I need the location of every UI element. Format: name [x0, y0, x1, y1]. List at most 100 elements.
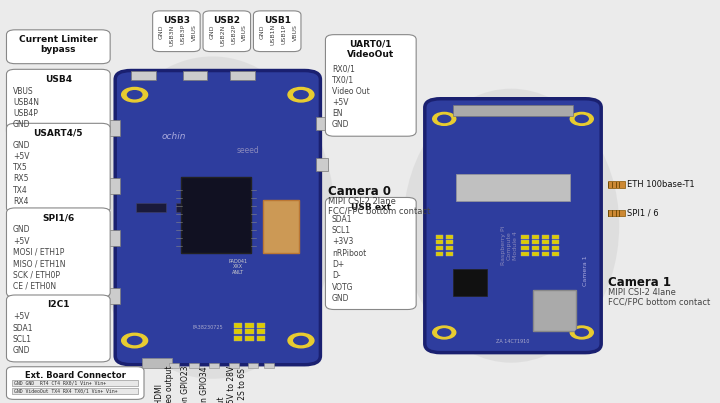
- FancyBboxPatch shape: [521, 240, 528, 244]
- FancyBboxPatch shape: [533, 290, 576, 331]
- Text: MOSI / ETH1P: MOSI / ETH1P: [13, 248, 64, 257]
- Text: PAD041
XXX
ANLT: PAD041 XXX ANLT: [228, 259, 247, 275]
- Text: +5V: +5V: [13, 237, 30, 245]
- FancyBboxPatch shape: [189, 363, 199, 368]
- Circle shape: [288, 87, 314, 102]
- Text: USB4: USB4: [45, 75, 72, 83]
- Text: FCC/FPC bottom contact: FCC/FPC bottom contact: [328, 206, 430, 215]
- Text: TX5: TX5: [13, 163, 27, 172]
- FancyBboxPatch shape: [176, 203, 206, 212]
- Circle shape: [438, 115, 451, 123]
- Circle shape: [294, 91, 308, 99]
- FancyBboxPatch shape: [446, 251, 453, 256]
- Text: Power Input
DC supply from 7.5V to 28V
LIPO battery from 2S to 6S: Power Input DC supply from 7.5V to 28V L…: [217, 366, 247, 403]
- Text: USB1N: USB1N: [271, 24, 276, 46]
- FancyBboxPatch shape: [6, 208, 110, 297]
- FancyBboxPatch shape: [107, 120, 120, 136]
- Text: D-: D-: [332, 271, 341, 280]
- Text: I2C1: I2C1: [47, 300, 70, 309]
- Text: Camera 1: Camera 1: [608, 276, 671, 289]
- Text: VBUS: VBUS: [293, 24, 297, 41]
- Text: Raspberry Pi
Compute
Module 4: Raspberry Pi Compute Module 4: [501, 226, 518, 265]
- FancyBboxPatch shape: [169, 363, 179, 368]
- FancyBboxPatch shape: [6, 69, 110, 136]
- FancyBboxPatch shape: [521, 235, 528, 239]
- FancyBboxPatch shape: [6, 295, 110, 362]
- FancyBboxPatch shape: [552, 246, 559, 250]
- FancyBboxPatch shape: [257, 336, 266, 341]
- Text: UART0/1
VideoOut: UART0/1 VideoOut: [347, 40, 395, 59]
- FancyBboxPatch shape: [425, 99, 601, 353]
- Text: VOTG: VOTG: [332, 283, 354, 291]
- FancyBboxPatch shape: [248, 363, 258, 368]
- FancyBboxPatch shape: [552, 240, 559, 244]
- Circle shape: [288, 333, 314, 348]
- Text: ochin: ochin: [162, 132, 186, 141]
- Text: microHDMI
digital video output: microHDMI digital video output: [155, 366, 174, 403]
- Text: RX5: RX5: [13, 174, 29, 183]
- Text: GND: GND: [260, 24, 264, 39]
- Text: nRPiboot: nRPiboot: [332, 249, 366, 258]
- FancyBboxPatch shape: [153, 11, 200, 52]
- FancyBboxPatch shape: [12, 388, 138, 394]
- Text: SCL1: SCL1: [332, 226, 351, 235]
- Text: VBUS: VBUS: [192, 24, 197, 41]
- FancyBboxPatch shape: [521, 246, 528, 250]
- FancyBboxPatch shape: [233, 329, 243, 334]
- FancyBboxPatch shape: [107, 178, 120, 194]
- FancyBboxPatch shape: [115, 71, 320, 365]
- Text: Ext. Board Connector: Ext. Board Connector: [24, 371, 126, 380]
- Text: EN: EN: [332, 109, 343, 118]
- FancyBboxPatch shape: [436, 240, 443, 244]
- Text: USB2: USB2: [213, 16, 240, 25]
- FancyBboxPatch shape: [436, 251, 443, 256]
- FancyBboxPatch shape: [136, 203, 166, 212]
- Circle shape: [294, 337, 308, 345]
- Text: USB1: USB1: [264, 16, 291, 25]
- FancyBboxPatch shape: [541, 246, 549, 250]
- Text: TX4: TX4: [13, 186, 27, 195]
- Text: ZA 14C71910: ZA 14C71910: [496, 339, 530, 344]
- Text: GND: GND: [332, 294, 349, 303]
- FancyBboxPatch shape: [521, 251, 528, 256]
- Text: VBUS: VBUS: [13, 87, 34, 96]
- FancyBboxPatch shape: [531, 246, 539, 250]
- FancyBboxPatch shape: [131, 71, 156, 80]
- FancyBboxPatch shape: [446, 235, 453, 239]
- Text: Camera 1: Camera 1: [583, 256, 588, 286]
- Circle shape: [570, 326, 593, 339]
- Text: USB3P: USB3P: [181, 24, 186, 44]
- Text: USB3N: USB3N: [170, 24, 175, 46]
- Ellipse shape: [403, 89, 619, 363]
- Text: +5V: +5V: [13, 152, 30, 161]
- FancyBboxPatch shape: [253, 11, 301, 52]
- Text: TX0/1: TX0/1: [332, 75, 354, 84]
- FancyBboxPatch shape: [233, 336, 243, 341]
- FancyBboxPatch shape: [257, 329, 266, 334]
- Circle shape: [570, 112, 593, 125]
- FancyBboxPatch shape: [233, 323, 243, 328]
- FancyBboxPatch shape: [257, 323, 266, 328]
- Text: seeed: seeed: [236, 146, 259, 156]
- FancyBboxPatch shape: [181, 177, 251, 253]
- Circle shape: [122, 87, 148, 102]
- Text: USB4P: USB4P: [13, 109, 38, 118]
- Text: MIPI CSI-2 4lane: MIPI CSI-2 4lane: [608, 288, 676, 297]
- Text: USART4/5: USART4/5: [34, 129, 83, 137]
- FancyBboxPatch shape: [6, 30, 110, 64]
- Circle shape: [122, 333, 148, 348]
- FancyBboxPatch shape: [107, 288, 120, 304]
- FancyBboxPatch shape: [456, 174, 570, 201]
- FancyBboxPatch shape: [230, 71, 255, 80]
- Text: USB ext: USB ext: [351, 203, 391, 212]
- Text: ETH 100base-T1: ETH 100base-T1: [627, 180, 695, 189]
- Text: VBUS: VBUS: [243, 24, 247, 41]
- Text: General purpose LED on GPIO23: General purpose LED on GPIO23: [181, 366, 190, 403]
- Text: USB2P: USB2P: [231, 24, 236, 44]
- Circle shape: [575, 115, 588, 123]
- FancyBboxPatch shape: [446, 246, 453, 250]
- FancyBboxPatch shape: [531, 251, 539, 256]
- FancyBboxPatch shape: [316, 158, 328, 170]
- Text: SDA1: SDA1: [13, 324, 33, 332]
- Ellipse shape: [90, 56, 335, 379]
